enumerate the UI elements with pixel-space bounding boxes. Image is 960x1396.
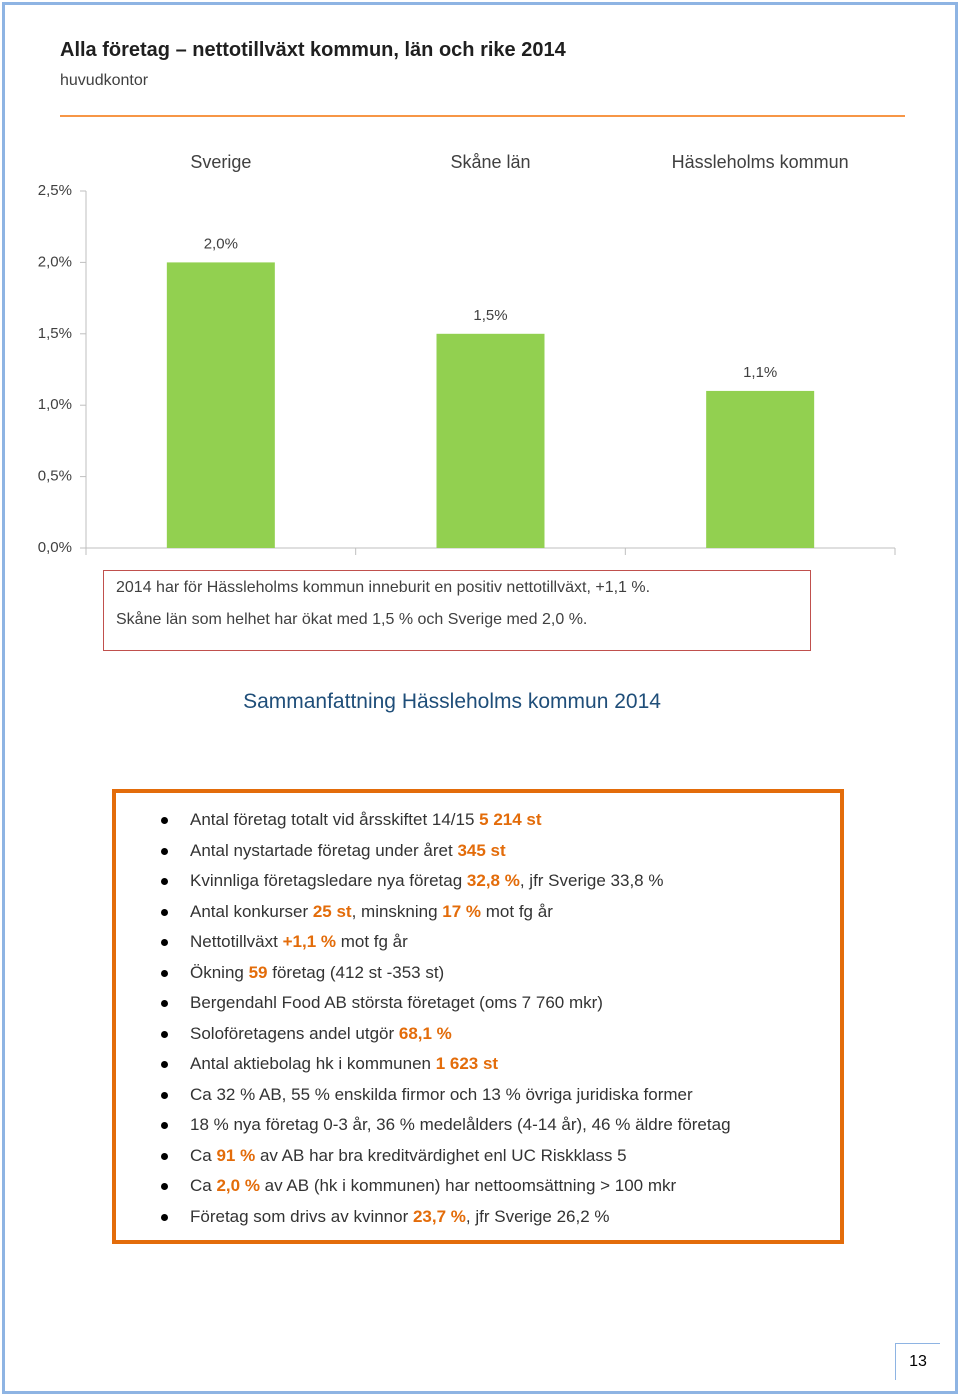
- highlight-text: 5 214 st: [479, 810, 542, 829]
- item-text: av AB har bra kreditvärdighet enl UC Ris…: [255, 1145, 627, 1165]
- highlight-text: 25 st: [312, 901, 352, 921]
- item-text: Ca 32 % AB, 55 % enskilda firmor och 13 …: [190, 1084, 693, 1104]
- item-text: Företag som drivs av kvinnor: [190, 1206, 413, 1226]
- summary-item: Antal nystartade företag under året 345 …: [116, 836, 731, 867]
- item-text: , minskning: [351, 901, 443, 921]
- bar: [436, 333, 545, 548]
- value-label: 2,0%: [204, 235, 238, 252]
- chart: 0,0% 0,5% 1,0% 1,5% 2,0% 2,5% Sverige 2,0% Skåne…: [38, 152, 896, 556]
- summary-item: Antal aktiebolag hk i kommunen 1 623 st: [116, 1049, 731, 1080]
- summary-title: Sammanfattning Hässleholms kommun 2014: [243, 690, 661, 713]
- highlight-text: +1,1 %: [282, 932, 336, 951]
- value-label: 1,5%: [473, 307, 507, 324]
- highlight-text: 59: [248, 962, 268, 982]
- summary-item: Ökning 59 företag (412 st -353 st): [116, 958, 731, 989]
- page-number: 13: [895, 1343, 940, 1380]
- item-text: , jfr Sverige 26,2 %: [465, 1206, 610, 1226]
- bar: [706, 390, 815, 548]
- item-text: Antal nystartade företag under året: [190, 840, 458, 860]
- item-text: Ökning: [190, 962, 249, 982]
- summary-item: Soloföretagens andel utgör 68,1 %: [116, 1019, 731, 1050]
- summary-item: Ca 91 % av AB har bra kreditvärdighet en…: [116, 1141, 731, 1172]
- y-tick-label: 0,5%: [38, 468, 72, 485]
- summary-item: Kvinnliga företagsledare nya företag 32,…: [116, 866, 731, 897]
- summary-item: Nettotillväxt +1,1 % mot fg år: [116, 927, 731, 958]
- y-tick-label: 2,5%: [38, 182, 72, 199]
- item-text: , jfr Sverige 33,8 %: [519, 871, 664, 890]
- item-text: Ca: [190, 1145, 217, 1165]
- highlight-text: 2,0 %: [216, 1176, 260, 1195]
- item-text: Soloföretagens andel utgör: [190, 1023, 399, 1043]
- y-tick-label: 1,5%: [38, 325, 72, 342]
- highlight-text: 68,1 %: [398, 1023, 452, 1043]
- summary-item: Ca 32 % AB, 55 % enskilda firmor och 13 …: [116, 1080, 731, 1111]
- value-label: 1,1%: [743, 364, 777, 381]
- highlight-text: 345 st: [457, 840, 506, 860]
- item-text: Antal företag totalt vid årsskiftet 14/1…: [190, 810, 480, 829]
- item-text: Bergendahl Food AB största företaget (om…: [190, 993, 603, 1012]
- summary-item: Bergendahl Food AB största företaget (om…: [116, 988, 731, 1019]
- bar: [166, 262, 275, 548]
- item-text: Kvinnliga företagsledare nya företag: [190, 871, 467, 890]
- note-line: Skåne län som helhet har ökat med 1,5 % …: [116, 611, 588, 628]
- summary-item: Företag som drivs av kvinnor 23,7 %, jfr…: [116, 1202, 731, 1233]
- summary-item: 18 % nya företag 0-3 år, 36 % medelålder…: [116, 1110, 731, 1141]
- category-label: Skåne län: [450, 152, 530, 172]
- item-text: Antal konkurser: [190, 901, 313, 921]
- category-label: Sverige: [190, 152, 251, 172]
- item-text: av AB (hk i kommunen) har nettoomsättnin…: [259, 1176, 677, 1195]
- y-tick-label: 2,0%: [38, 253, 72, 270]
- highlight-text: 91 %: [216, 1145, 256, 1165]
- highlight-text: 23,7 %: [412, 1206, 466, 1226]
- y-tick-label: 0,0%: [38, 539, 72, 556]
- item-text: 18 % nya företag 0-3 år, 36 % medelålder…: [190, 1115, 731, 1134]
- summary-list: Antal företag totalt vid årsskiftet 14/1…: [116, 805, 731, 1232]
- note-box: 2014 har för Hässleholms kommun inneburi…: [103, 570, 811, 651]
- item-text: Antal aktiebolag hk i kommunen: [190, 1054, 436, 1073]
- item-text: företag (412 st -353 st): [267, 962, 445, 982]
- summary-item: Antal företag totalt vid årsskiftet 14/1…: [116, 805, 731, 836]
- item-text: Nettotillväxt: [190, 932, 283, 951]
- header-rule: [60, 115, 905, 117]
- note-line: 2014 har för Hässleholms kommun inneburi…: [116, 579, 651, 596]
- highlight-text: 17 %: [442, 901, 482, 921]
- summary-item: Ca 2,0 % av AB (hk i kommunen) har netto…: [116, 1171, 731, 1202]
- highlight-text: 32,8 %: [466, 871, 520, 890]
- category-label: Hässleholms kommun: [672, 152, 849, 172]
- page-subtitle: huvudkontor: [60, 72, 149, 89]
- item-text: mot fg år: [336, 932, 408, 951]
- summary-box: Antal företag totalt vid årsskiftet 14/1…: [112, 789, 844, 1244]
- item-text: Ca: [190, 1176, 217, 1195]
- highlight-text: 1 623 st: [435, 1054, 499, 1073]
- y-tick-label: 1,0%: [38, 396, 72, 413]
- page-title: Alla företag – nettotillväxt kommun, län…: [60, 39, 566, 61]
- summary-item: Antal konkurser 25 st, minskning 17 % mo…: [116, 897, 731, 928]
- item-text: mot fg år: [481, 901, 553, 921]
